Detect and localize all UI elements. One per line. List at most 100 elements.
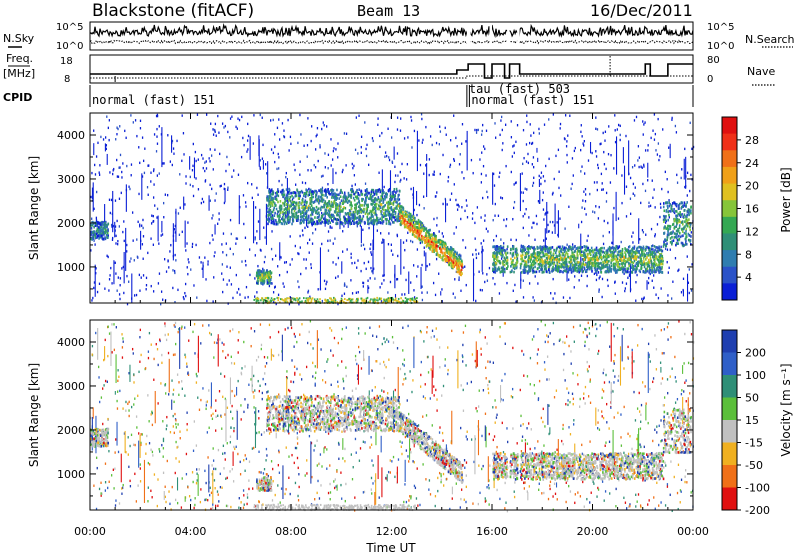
range-gate-cell xyxy=(158,172,160,175)
range-gate-cell xyxy=(369,247,371,251)
range-gate-cell xyxy=(312,190,314,194)
range-gate-cell xyxy=(336,203,339,206)
range-gate-cell xyxy=(588,249,591,252)
range-gate-cell xyxy=(108,119,111,122)
range-gate-cell xyxy=(582,142,584,145)
range-gate-cell xyxy=(553,249,556,252)
range-gate-cell xyxy=(286,214,289,218)
range-gate-cell xyxy=(191,169,194,172)
range-gate-cell xyxy=(274,204,276,207)
range-gate-cell xyxy=(279,208,281,212)
range-gate-cell xyxy=(591,151,593,155)
range-gate-cell xyxy=(114,199,117,202)
range-gate-cell xyxy=(270,282,272,285)
range-gate-cell xyxy=(95,219,98,222)
range-gate-cell xyxy=(297,141,299,145)
range-gate-cell xyxy=(340,205,342,208)
range-gate-cell xyxy=(386,209,388,213)
range-gate-cell xyxy=(285,215,287,219)
range-gate-cell xyxy=(372,207,375,211)
range-gate-cell xyxy=(94,243,96,246)
range-gate-cell xyxy=(484,219,486,222)
range-gate-cell xyxy=(400,211,403,214)
range-gate-cell xyxy=(450,251,453,255)
range-gate-cell xyxy=(207,260,209,263)
range-gate-cell xyxy=(274,195,276,199)
range-gate-cell xyxy=(277,152,279,156)
range-gate-cell xyxy=(219,152,221,156)
range-gate-cell xyxy=(395,187,398,191)
range-gate-cell xyxy=(307,117,309,120)
range-gate-cell xyxy=(284,211,287,214)
range-gate-cell xyxy=(293,191,296,194)
range-gate-cell xyxy=(270,200,272,204)
range-gate-cell xyxy=(634,252,637,255)
range-gate-cell xyxy=(95,232,98,236)
range-gate-cell xyxy=(388,222,390,226)
range-gate-cell xyxy=(345,199,347,203)
range-gate-cell xyxy=(279,200,282,203)
range-gate-cell xyxy=(445,254,448,258)
range-gate-cell xyxy=(552,268,555,271)
range-gate-cell xyxy=(448,262,451,265)
range-gate-cell xyxy=(403,225,406,229)
range-gate-cell xyxy=(652,196,654,199)
range-gate-cell xyxy=(653,268,656,271)
range-gate-cell xyxy=(141,173,143,200)
range-gate-cell xyxy=(436,245,438,248)
range-gate-cell xyxy=(560,265,563,269)
range-gate-cell xyxy=(269,278,272,281)
range-gate-cell xyxy=(455,136,457,140)
range-gate-cell xyxy=(357,197,360,200)
range-gate-cell xyxy=(262,160,264,170)
range-gate-cell xyxy=(442,258,444,262)
range-gate-cell xyxy=(278,217,280,221)
range-gate-cell xyxy=(672,280,674,283)
range-gate-cell xyxy=(447,252,450,256)
range-gate-cell xyxy=(545,164,547,168)
range-gate-cell xyxy=(319,146,321,149)
range-gate-cell xyxy=(649,256,652,260)
range-gate-cell xyxy=(458,278,460,282)
range-gate-cell xyxy=(256,291,258,294)
range-gate-cell xyxy=(543,265,546,268)
range-gate-cell xyxy=(366,215,369,219)
range-gate-cell xyxy=(417,218,420,222)
range-gate-cell xyxy=(291,208,293,212)
range-gate-cell xyxy=(286,197,289,201)
range-gate-cell xyxy=(343,282,346,285)
range-gate-cell xyxy=(393,198,396,201)
range-gate-cell xyxy=(297,210,300,214)
range-gate-cell xyxy=(425,125,427,129)
range-gate-cell xyxy=(667,190,669,194)
range-gate-cell xyxy=(395,218,398,221)
range-gate-cell xyxy=(625,282,628,285)
range-gate-cell xyxy=(288,302,291,306)
range-gate-cell xyxy=(222,278,225,281)
range-gate-cell xyxy=(94,236,97,240)
range-gate-cell xyxy=(411,214,413,218)
range-gate-cell xyxy=(428,239,431,242)
range-gate-cell xyxy=(109,211,111,215)
range-gate-cell xyxy=(278,156,280,159)
range-gate-cell xyxy=(115,138,117,141)
range-gate-cell xyxy=(325,218,327,222)
range-gate-cell xyxy=(545,252,548,256)
range-gate-cell xyxy=(396,201,398,204)
range-gate-cell xyxy=(632,255,634,258)
range-gate-cell xyxy=(666,178,668,181)
range-gate-cell xyxy=(278,213,281,217)
range-gate-cell xyxy=(444,257,446,261)
range-gate-cell xyxy=(384,203,387,207)
range-gate-cell xyxy=(326,205,328,209)
range-gate-cell xyxy=(449,139,452,142)
range-gate-cell xyxy=(429,135,432,138)
range-gate-cell xyxy=(284,207,287,211)
range-gate-cell xyxy=(97,141,99,145)
freq-tick-bottom: 8 xyxy=(64,74,70,85)
range-gate-cell xyxy=(423,246,425,249)
range-gate-cell xyxy=(545,270,548,273)
range-gate-cell xyxy=(282,282,284,285)
range-gate-cell xyxy=(421,291,423,294)
range-gate-cell xyxy=(690,289,693,292)
